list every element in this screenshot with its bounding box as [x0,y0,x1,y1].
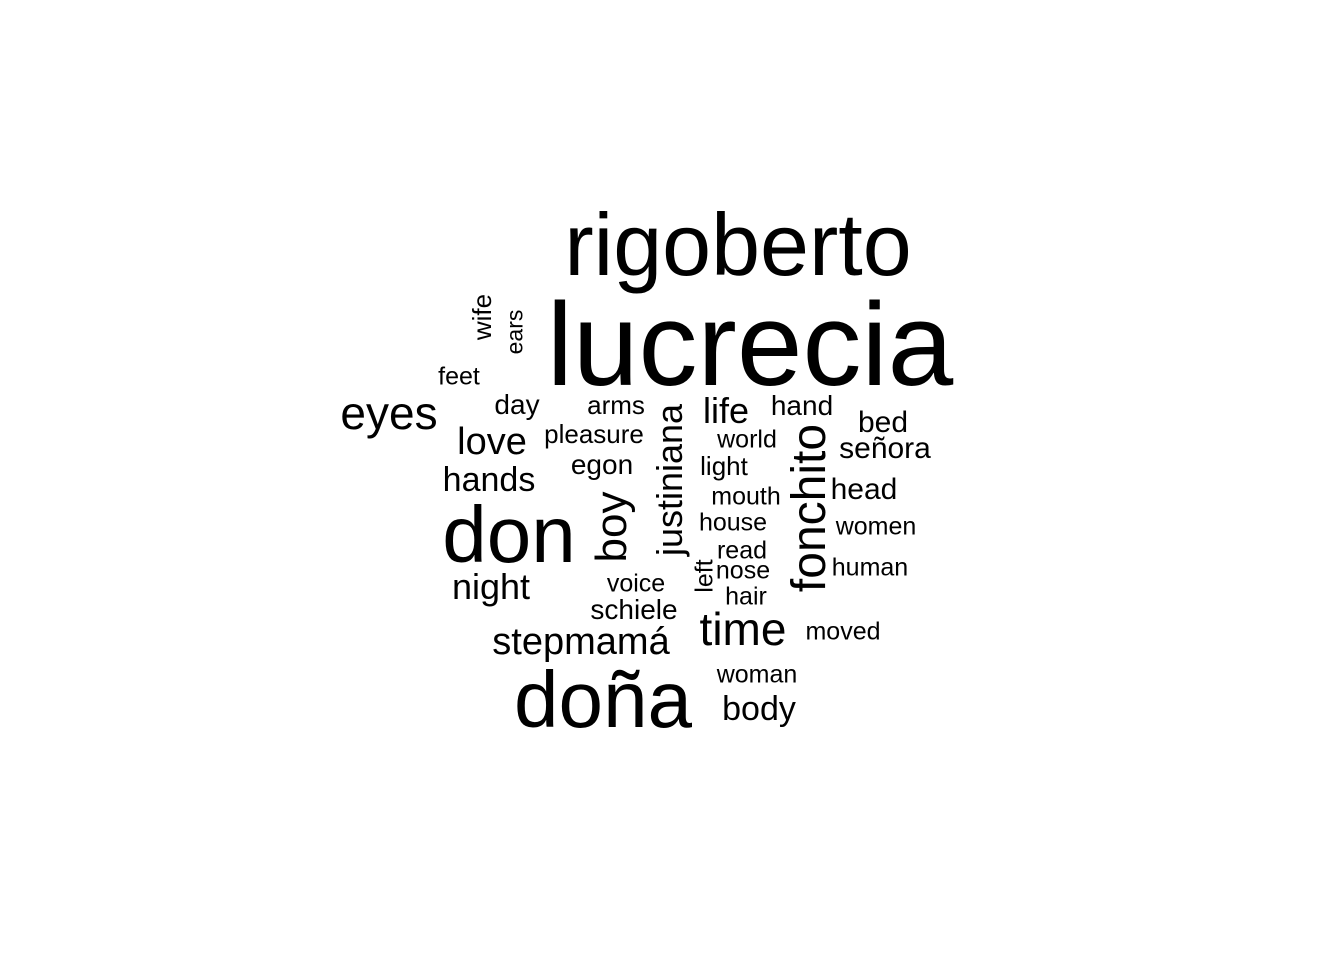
word-day: day [494,389,540,420]
word-voice: voice [606,569,666,598]
word-night: night [451,566,531,607]
word-time: time [699,603,787,655]
word-human: human [831,553,909,582]
word-love: love [457,421,527,463]
word-mouth: mouth [711,482,781,511]
word-read: read [716,536,768,565]
word-ears: ears [501,309,528,355]
word-rigoberto: rigoberto [564,195,912,294]
word-hands: hands [442,461,536,499]
word-fonchito: fonchito [783,423,836,593]
word-senora: señora [839,432,931,465]
word-house: house [698,508,768,537]
word-left: left [690,559,719,593]
word-light: light [700,451,748,481]
word-justiniana: justiniana [649,403,690,557]
word-don: don [442,490,576,579]
word-feet: feet [438,362,480,391]
word-stepmama: stepmamá [492,621,670,663]
word-world: world [717,425,777,454]
word-arms: arms [587,390,645,420]
word-women: women [835,512,917,541]
word-head: head [830,473,898,506]
word-bed: bed [857,406,909,439]
word-egon: egon [570,449,634,480]
word-schiele: schiele [590,594,678,625]
word-hair: hair [725,582,767,611]
word-life: life [702,390,750,431]
word-body: body [722,690,796,728]
word-moved: moved [805,617,881,646]
word-eyes: eyes [340,387,438,439]
word-dona: doña [514,655,692,744]
word-hand: hand [770,390,834,421]
word-nose: nose [715,556,771,585]
word-lucrecia: lucrecia [546,279,954,411]
word-wife: wife [467,293,497,341]
word-woman: woman [716,660,798,689]
word-boy: boy [587,491,636,563]
word-pleasure: pleasure [544,419,644,449]
